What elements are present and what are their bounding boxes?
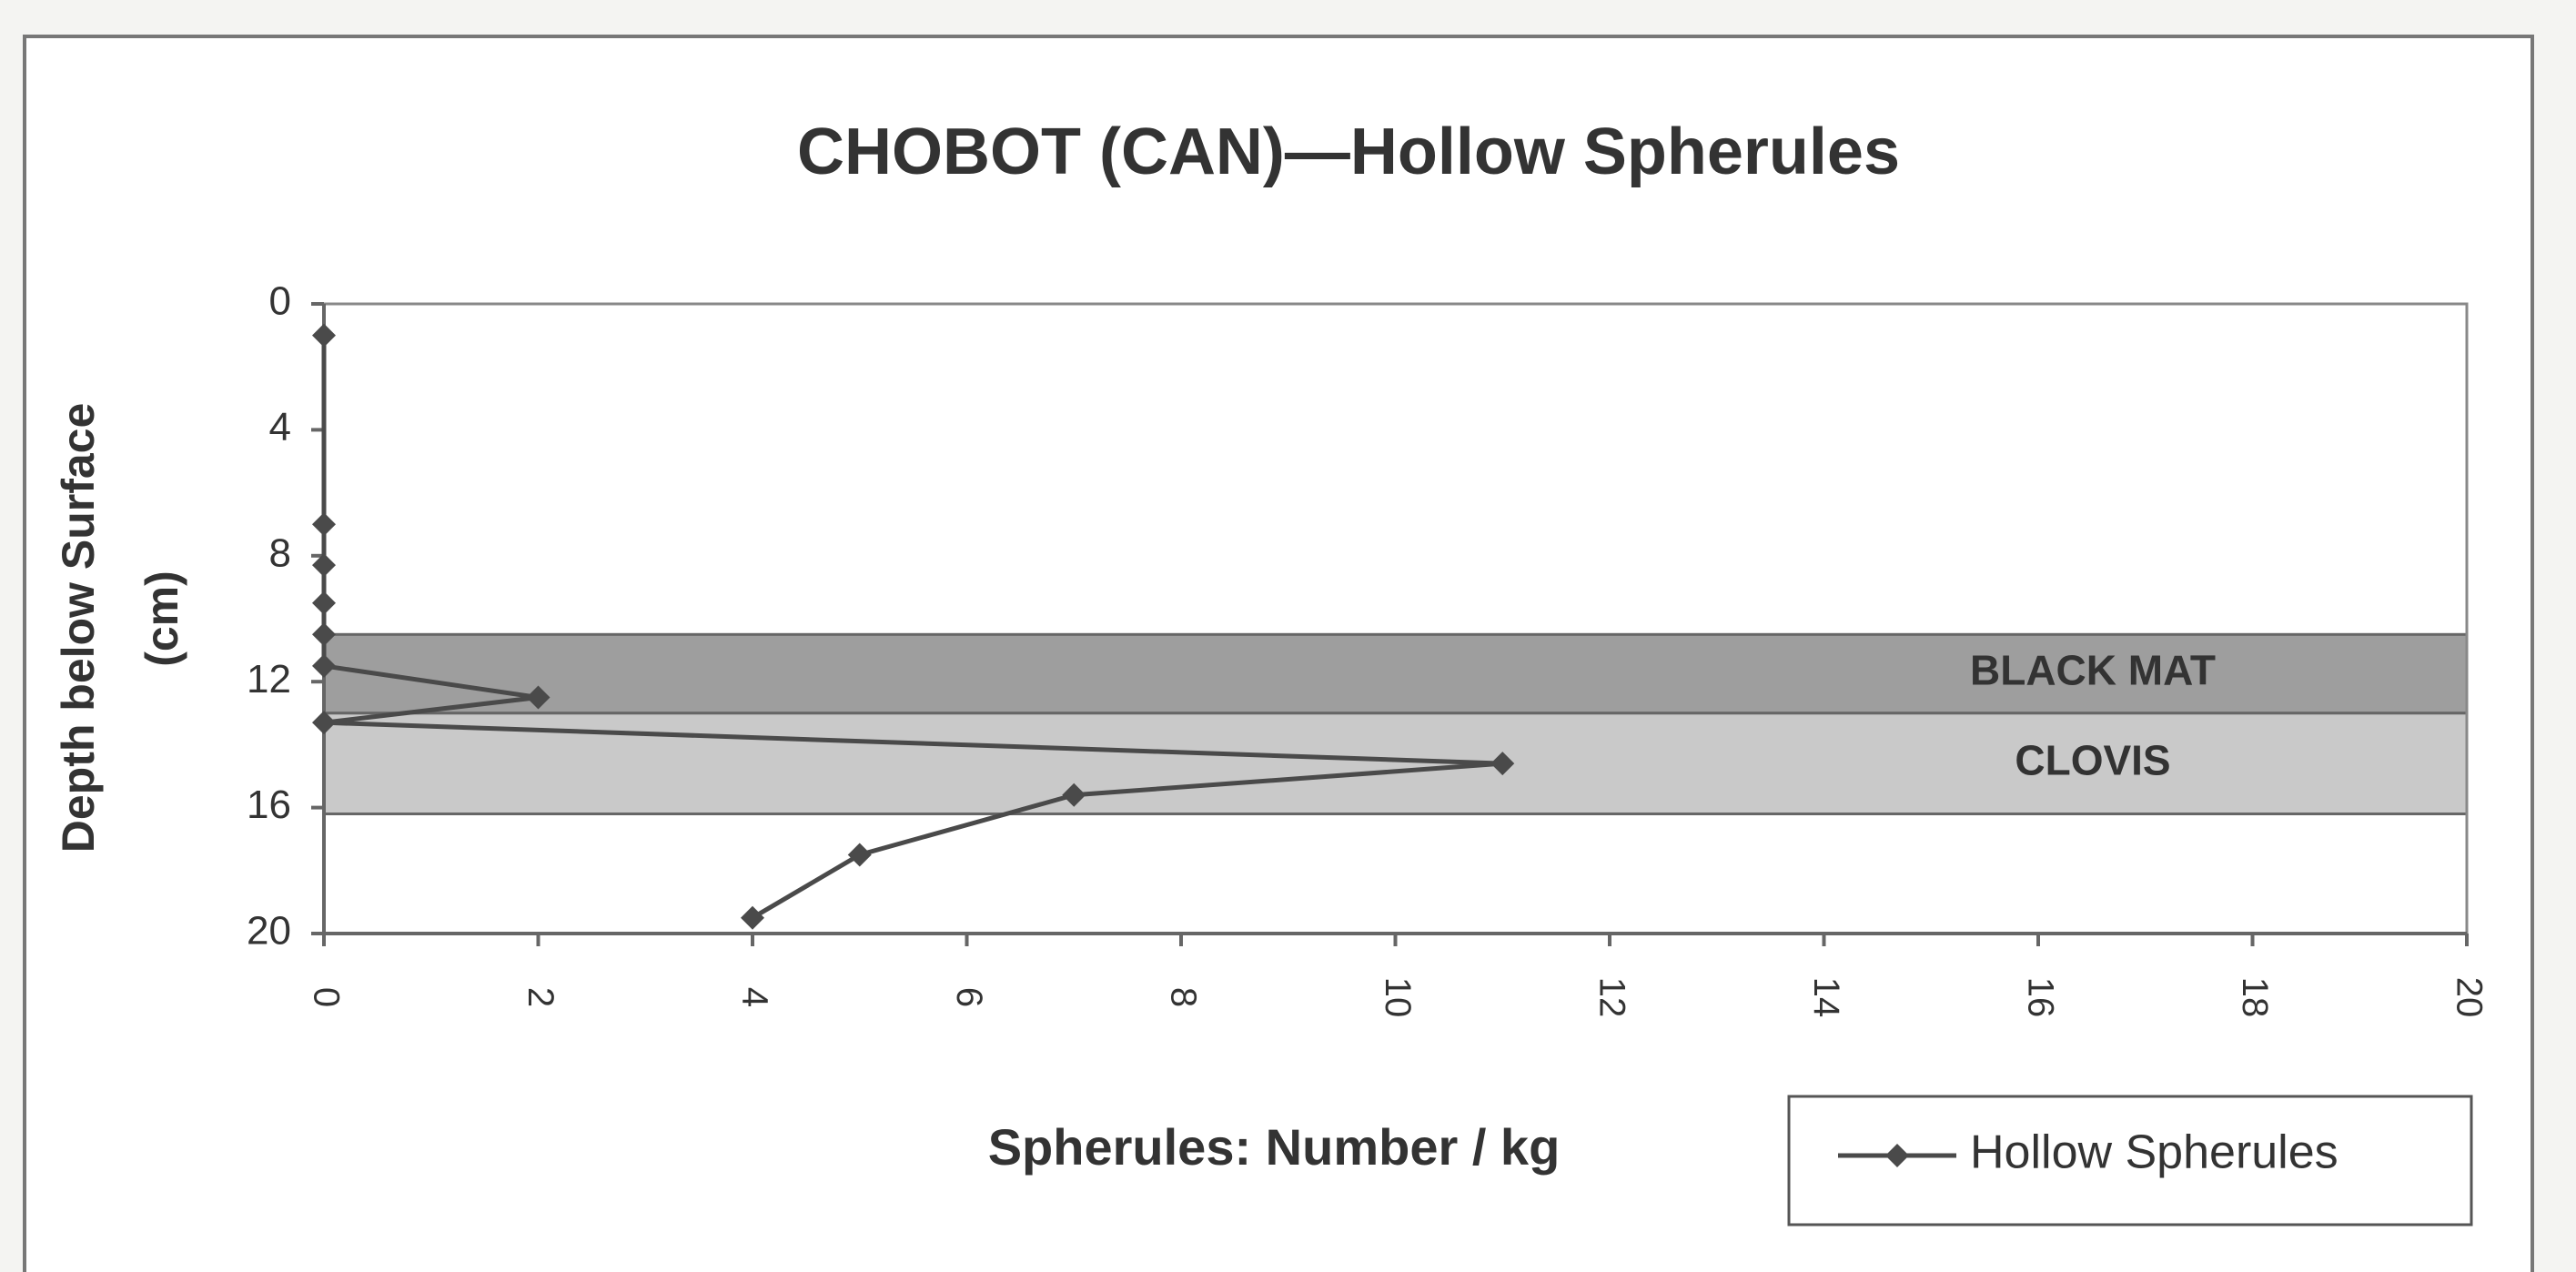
x-tick-label: 0	[306, 987, 346, 1007]
y-tick-label: 20	[247, 909, 291, 954]
x-axis-label: Spherules: Number / kg	[988, 1118, 1561, 1176]
y-axis-unit: (cm)	[136, 570, 187, 667]
marker	[1062, 782, 1086, 807]
marker	[741, 905, 764, 930]
marker	[526, 685, 551, 710]
y-tick-label: 0	[269, 279, 291, 324]
marker	[312, 653, 336, 678]
y-tick-label: 8	[269, 530, 291, 575]
y-axis-label: Depth below Surface	[53, 403, 104, 853]
x-tick-label: 20	[2449, 977, 2489, 1018]
band-label: BLACK MAT	[1970, 647, 2216, 694]
band	[322, 632, 2469, 715]
marker	[312, 711, 336, 735]
legend-label: Hollow Spherules	[1970, 1126, 2339, 1179]
marker	[847, 843, 872, 867]
y-tick-label: 4	[269, 405, 291, 449]
marker	[312, 591, 336, 615]
marker	[1490, 752, 1515, 776]
band-label: CLOVIS	[2015, 736, 2170, 783]
x-tick-label: 10	[1378, 977, 1418, 1018]
x-tick-label: 4	[734, 987, 774, 1007]
marker	[312, 323, 336, 348]
x-tick-label: 2	[520, 987, 561, 1007]
band	[322, 712, 2469, 816]
y-tick-label: 16	[247, 782, 291, 827]
x-tick-label: 18	[2235, 977, 2275, 1018]
x-tick-label: 16	[2020, 977, 2060, 1018]
chart-title: CHOBOT (CAN)—Hollow Spherules	[797, 116, 1900, 188]
x-tick-label: 6	[949, 987, 989, 1007]
x-tick-label: 12	[1591, 977, 1631, 1018]
y-tick-label: 12	[247, 657, 291, 702]
marker	[312, 622, 336, 647]
marker	[312, 553, 336, 578]
x-tick-label: 14	[1806, 977, 1846, 1018]
marker	[312, 512, 336, 537]
x-tick-label: 8	[1163, 987, 1203, 1007]
legend-marker	[1885, 1144, 1909, 1167]
